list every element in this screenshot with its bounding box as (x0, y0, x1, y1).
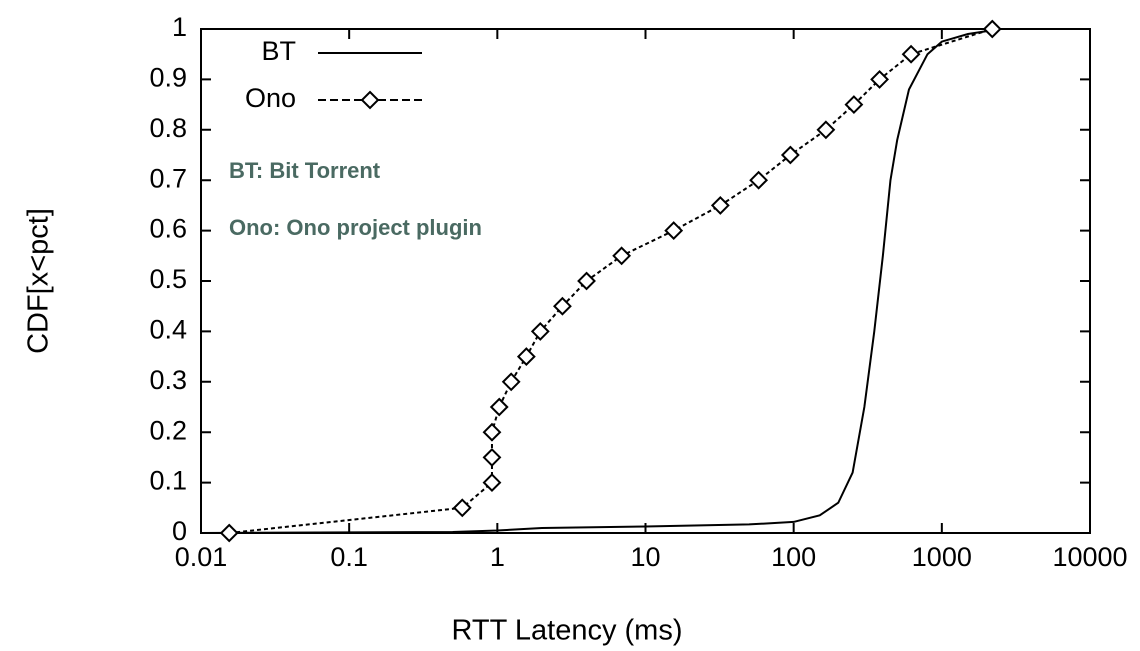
data-point (219, 523, 239, 543)
data-point (612, 246, 632, 266)
x-tick-label: 10000 (1052, 542, 1127, 572)
x-tick-label: 0.01 (175, 542, 228, 572)
y-tick-label: 0.4 (149, 315, 187, 345)
y-tick-label: 0.3 (149, 365, 187, 395)
data-point (710, 195, 730, 215)
legend-marker (360, 90, 380, 110)
x-tick-label: 1 (490, 542, 505, 572)
data-point (844, 95, 864, 115)
data-point (530, 321, 550, 341)
y-tick-label: 0.5 (149, 264, 187, 294)
data-point (901, 44, 921, 64)
data-point (816, 120, 836, 140)
data-point (577, 271, 596, 291)
data-point (482, 447, 502, 467)
x-axis-label: RTT Latency (ms) (452, 615, 683, 647)
data-point (452, 498, 472, 518)
y-tick-label: 0.8 (149, 113, 187, 143)
series-line (229, 28, 993, 534)
data-point (780, 145, 800, 165)
y-tick-label: 0.7 (149, 163, 187, 193)
y-axis-label: CDF[x<pct] (23, 208, 55, 354)
annotation: BT: Bit Torrent (229, 158, 381, 183)
y-tick-label: 0.2 (149, 415, 187, 445)
x-tick-label: 1000 (912, 542, 972, 572)
data-point (664, 221, 684, 241)
annotation: Ono: Ono project plugin (229, 215, 482, 240)
y-tick-label: 0.1 (149, 466, 187, 496)
data-point (516, 347, 536, 367)
series-line (200, 28, 1001, 534)
legend-label: BT (261, 36, 296, 66)
x-tick-label: 10 (630, 542, 660, 572)
data-point (482, 473, 502, 493)
y-tick-label: 0 (172, 516, 187, 546)
x-tick-label: 100 (771, 542, 816, 572)
y-tick-label: 0.6 (149, 214, 187, 244)
plot-frame (200, 28, 1091, 534)
data-point (982, 19, 1002, 39)
data-point (501, 372, 521, 392)
data-point (749, 170, 769, 190)
data-point (553, 296, 572, 316)
data-point (482, 422, 502, 442)
y-tick-label: 0.9 (149, 63, 187, 93)
x-tick-label: 0.1 (330, 542, 368, 572)
y-tick-label: 1 (172, 12, 187, 42)
legend-label: Ono (245, 83, 296, 113)
data-point (489, 397, 509, 417)
data-point (870, 69, 889, 89)
